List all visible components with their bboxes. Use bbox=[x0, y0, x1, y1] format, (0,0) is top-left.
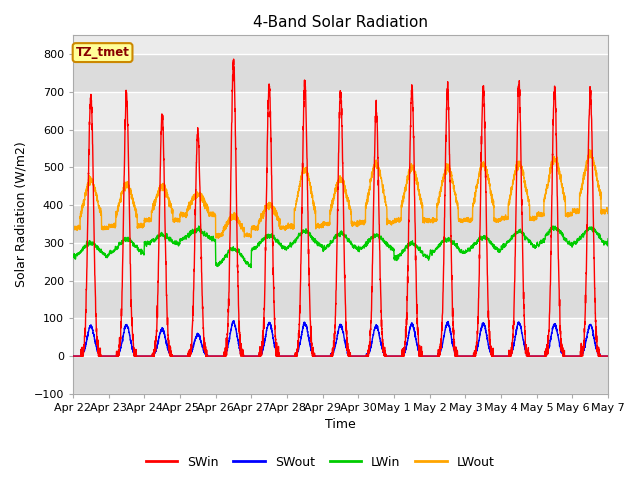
Bar bbox=[73, 205, 608, 243]
Bar bbox=[73, 54, 608, 92]
Bar bbox=[73, 356, 608, 394]
Bar bbox=[73, 92, 608, 130]
Bar bbox=[73, 281, 608, 318]
Bar bbox=[73, 318, 608, 356]
Legend: SWin, SWout, LWin, LWout: SWin, SWout, LWin, LWout bbox=[141, 451, 499, 474]
Text: TZ_tmet: TZ_tmet bbox=[76, 46, 129, 59]
Bar bbox=[73, 130, 608, 168]
X-axis label: Time: Time bbox=[325, 419, 356, 432]
Title: 4-Band Solar Radiation: 4-Band Solar Radiation bbox=[253, 15, 428, 30]
Y-axis label: Solar Radiation (W/m2): Solar Radiation (W/m2) bbox=[15, 142, 28, 288]
Bar bbox=[73, 243, 608, 281]
Bar bbox=[73, 168, 608, 205]
